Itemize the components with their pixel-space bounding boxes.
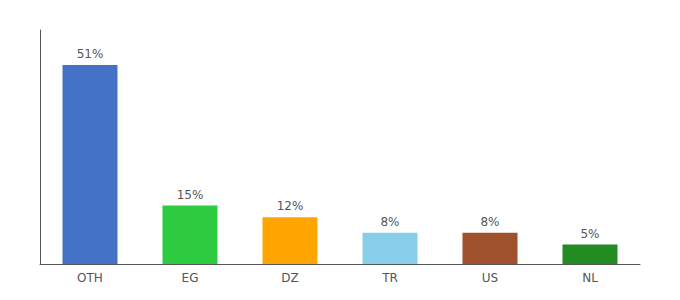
svg-text:EG: EG bbox=[182, 271, 199, 285]
svg-text:5%: 5% bbox=[580, 227, 599, 241]
svg-text:51%: 51% bbox=[77, 47, 104, 61]
svg-text:US: US bbox=[482, 271, 498, 285]
svg-text:8%: 8% bbox=[380, 215, 399, 229]
svg-text:TR: TR bbox=[381, 271, 398, 285]
svg-text:OTH: OTH bbox=[77, 271, 103, 285]
svg-text:8%: 8% bbox=[480, 215, 499, 229]
svg-text:12%: 12% bbox=[277, 199, 304, 213]
svg-text:15%: 15% bbox=[177, 188, 204, 202]
svg-text:NL: NL bbox=[582, 271, 598, 285]
svg-text:DZ: DZ bbox=[281, 271, 298, 285]
